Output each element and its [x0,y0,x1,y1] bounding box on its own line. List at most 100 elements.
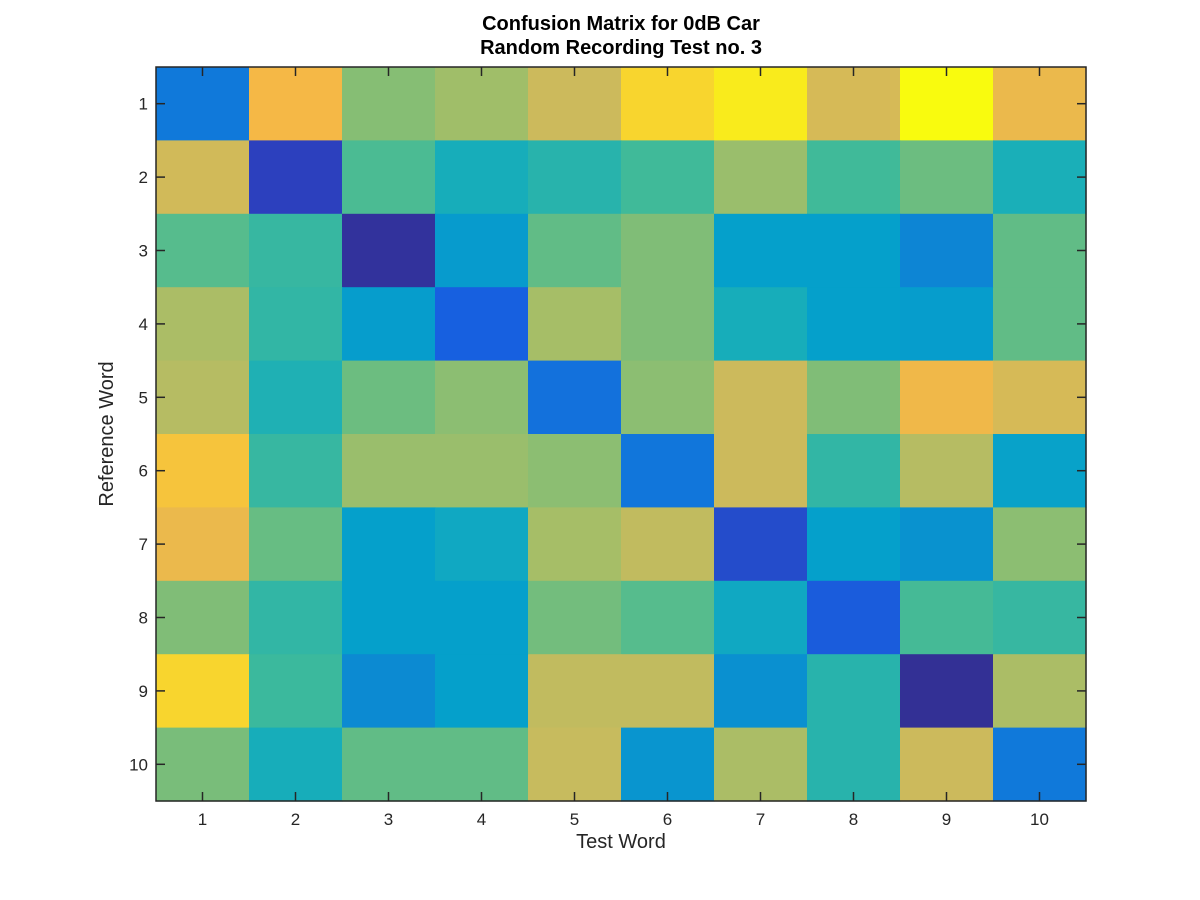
heatmap-cell-r6-c1 [156,434,250,508]
heatmap-cell-r10-c5 [528,727,622,802]
heatmap-cell-r4-c7 [714,287,808,362]
heatmap-cell-r7-c10 [993,507,1087,582]
heatmap-cell-r4-c6 [621,287,715,362]
heatmap-cell-r6-c4 [435,434,529,508]
heatmap-cell-r1-c3 [342,67,436,141]
plot-frame [155,66,1087,802]
heatmap-cell-r2-c5 [528,140,622,215]
heatmap-cell-r9-c10 [993,654,1087,729]
heatmap-cell-r5-c3 [342,360,436,435]
heatmap-cell-r6-c2 [249,434,343,508]
x-tick-label: 1 [198,810,207,829]
y-tick-label: 9 [139,682,148,701]
heatmap-cell-r6-c9 [900,434,994,508]
heatmap-cell-r8-c5 [528,580,622,655]
heatmap-cells [156,67,1087,802]
heatmap-cell-r8-c4 [435,580,529,655]
y-tick-label: 10 [129,755,148,774]
heatmap-cell-r10-c8 [807,727,901,802]
y-tick-label: 4 [139,315,148,334]
x-tick-label: 10 [1030,810,1049,829]
heatmap-cell-r1-c4 [435,67,529,141]
heatmap-cell-r9-c4 [435,654,529,729]
x-tick-label: 3 [384,810,393,829]
heatmap-cell-r9-c2 [249,654,343,729]
heatmap-cell-r3-c10 [993,213,1087,288]
heatmap-cell-r10-c10 [993,727,1087,802]
heatmap-cell-r3-c8 [807,213,901,288]
axis-ticks: 1 2 3 4 5 6 7 8 9 10 1 2 3 4 5 6 7 8 9 10 [129,67,1086,829]
heatmap-cell-r5-c4 [435,360,529,435]
heatmap-cell-r8-c3 [342,580,436,655]
heatmap-cell-r1-c1 [156,67,250,141]
y-tick-label: 8 [139,609,148,628]
heatmap-cell-r7-c4 [435,507,529,582]
heatmap-cell-r9-c6 [621,654,715,729]
heatmap-cell-r6-c5 [528,434,622,508]
heatmap-cell-r6-c10 [993,434,1087,508]
heatmap-cell-r10-c7 [714,727,808,802]
heatmap-cell-r7-c2 [249,507,343,582]
heatmap-cell-r2-c7 [714,140,808,215]
heatmap-cell-r4-c2 [249,287,343,362]
heatmap-cell-r3-c2 [249,213,343,288]
heatmap-cell-r1-c6 [621,67,715,141]
x-axis-label: Test Word [576,831,666,853]
heatmap-cell-r9-c9 [900,654,994,729]
heatmap-cell-r7-c8 [807,507,901,582]
heatmap-cell-r2-c4 [435,140,529,215]
y-tick-label: 5 [139,388,148,407]
heatmap-cell-r8-c6 [621,580,715,655]
heatmap-cell-r2-c10 [993,140,1087,215]
chart-title-line-1: Confusion Matrix for 0dB Car [482,13,760,35]
x-tick-label: 5 [570,810,579,829]
heatmap-cell-r7-c5 [528,507,622,582]
heatmap-cell-r3-c3 [342,213,436,288]
heatmap-cell-r4-c5 [528,287,622,362]
heatmap-cell-r10-c3 [342,727,436,802]
heatmap-cell-r10-c4 [435,727,529,802]
heatmap-cell-r1-c10 [993,67,1087,141]
heatmap-cell-r6-c3 [342,434,436,508]
heatmap-cell-r7-c1 [156,507,250,582]
heatmap-cell-r2-c6 [621,140,715,215]
heatmap-cell-r6-c8 [807,434,901,508]
heatmap-cell-r5-c9 [900,360,994,435]
heatmap-cell-r2-c3 [342,140,436,215]
heatmap-cell-r4-c10 [993,287,1087,362]
heatmap-cell-r1-c9 [900,67,994,141]
heatmap-cell-r3-c7 [714,213,808,288]
heatmap-cell-r7-c7 [714,507,808,582]
y-tick-label: 2 [139,168,148,187]
x-tick-label: 6 [663,810,672,829]
heatmap-cell-r9-c7 [714,654,808,729]
heatmap-cell-r10-c6 [621,727,715,802]
heatmap-cell-r4-c3 [342,287,436,362]
heatmap-cell-r8-c1 [156,580,250,655]
heatmap-cell-r4-c4 [435,287,529,362]
y-tick-label: 3 [139,242,148,261]
heatmap-cell-r2-c2 [249,140,343,215]
heatmap-cell-r7-c9 [900,507,994,582]
heatmap-cell-r9-c3 [342,654,436,729]
heatmap-cell-r7-c3 [342,507,436,582]
heatmap-cell-r5-c8 [807,360,901,435]
heatmap-cell-r4-c1 [156,287,250,362]
heatmap-cell-r8-c8 [807,580,901,655]
heatmap-cell-r3-c6 [621,213,715,288]
y-tick-label: 7 [139,535,148,554]
heatmap-cell-r1-c2 [249,67,343,141]
heatmap-cell-r3-c9 [900,213,994,288]
heatmap-cell-r5-c7 [714,360,808,435]
heatmap-cell-r8-c2 [249,580,343,655]
heatmap-cell-r8-c7 [714,580,808,655]
heatmap-cell-r5-c5 [528,360,622,435]
heatmap-cell-r8-c10 [993,580,1087,655]
heatmap-cell-r2-c9 [900,140,994,215]
x-tick-label: 9 [942,810,951,829]
heatmap-cell-r10-c2 [249,727,343,802]
heatmap-cell-r3-c1 [156,213,250,288]
x-tick-label: 7 [756,810,765,829]
heatmap-cell-r3-c4 [435,213,529,288]
